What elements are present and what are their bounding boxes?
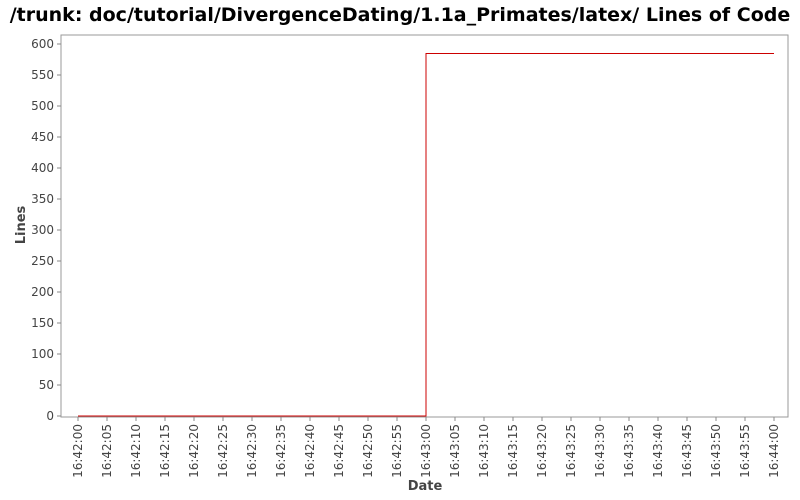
x-tick-label: 16:42:45 <box>332 424 346 478</box>
series-layer <box>78 52 774 417</box>
x-tick-label: 16:43:55 <box>738 424 752 478</box>
x-tick-label: 16:42:10 <box>129 424 143 478</box>
x-tick-label: 16:43:05 <box>448 424 462 478</box>
x-tick-label: 16:42:35 <box>274 424 288 478</box>
x-tick-label: 16:42:30 <box>245 424 259 478</box>
x-tick-label: 16:42:55 <box>390 424 404 478</box>
x-tick-label: 16:42:25 <box>216 424 230 478</box>
x-tick-label: 16:42:00 <box>71 424 85 478</box>
y-tick-label: 250 <box>31 254 54 268</box>
x-tick-label: 16:44:00 <box>767 424 781 478</box>
x-tick-label: 16:43:00 <box>419 424 433 478</box>
y-tick-label: 450 <box>31 130 54 144</box>
x-tick-label: 16:43:20 <box>535 424 549 478</box>
y-axis-label: Lines <box>14 205 29 244</box>
x-tick-label: 16:42:05 <box>100 424 114 478</box>
x-tick-label: 16:43:10 <box>477 424 491 478</box>
series-line-0 <box>78 52 774 417</box>
x-tick-label: 16:43:25 <box>564 424 578 478</box>
x-tick-label: 16:43:30 <box>593 424 607 478</box>
y-axis: 0 50 100 150 200 250 300 350 400 450 500 550 600 <box>31 37 61 423</box>
x-tick-label: 16:42:20 <box>187 424 201 478</box>
y-tick-label: 150 <box>31 316 54 330</box>
y-tick-label: 350 <box>31 192 54 206</box>
x-tick-label: 16:42:40 <box>303 424 317 478</box>
y-tick-label: 200 <box>31 285 54 299</box>
x-tick-label: 16:43:15 <box>506 424 520 478</box>
y-tick-label: 600 <box>31 37 54 51</box>
y-tick-label: 50 <box>39 378 54 392</box>
x-tick-label: 16:43:50 <box>709 424 723 478</box>
x-axis-label: Date <box>408 479 443 494</box>
y-tick-label: 500 <box>31 99 54 113</box>
x-axis: 16:42:00 16:42:05 16:42:10 16:42:15 16:42:20… <box>71 417 781 478</box>
x-tick-label: 16:42:15 <box>158 424 172 478</box>
x-tick-label: 16:43:35 <box>622 424 636 478</box>
y-tick-label: 400 <box>31 161 54 175</box>
chart-title: /trunk: doc/tutorial/DivergenceDating/1.… <box>10 4 791 26</box>
y-tick-label: 550 <box>31 68 54 82</box>
y-tick-label: 0 <box>46 409 54 423</box>
x-tick-label: 16:42:50 <box>361 424 375 478</box>
x-tick-label: 16:43:40 <box>651 424 665 478</box>
x-tick-label: 16:43:45 <box>680 424 694 478</box>
y-tick-label: 100 <box>31 347 54 361</box>
plot-area <box>60 34 789 418</box>
y-tick-label: 300 <box>31 223 54 237</box>
